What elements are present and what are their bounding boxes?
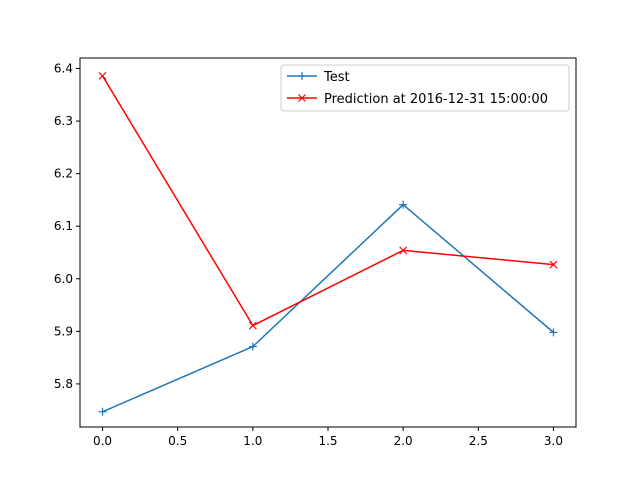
axes-layer: 0.0 0.5 1.0 1.5 2.0 2.5 3.0 5.8 5.9 6.0 6.1 6.2 6.3 6…: [54, 57, 577, 448]
marker-x-b: [549, 260, 558, 269]
legend-marker-x-b: [298, 94, 306, 102]
data-point-1-3: [549, 260, 558, 269]
x-tick-label: 0.5: [168, 434, 187, 448]
y-tick-label: 6.4: [54, 62, 73, 76]
y-tick-label: 6.3: [54, 114, 73, 128]
y-tick-label: 6.1: [54, 219, 73, 233]
legend: Test Prediction at 2016-12-31 15:00:00: [280, 64, 570, 112]
data-point-0-1: [248, 342, 257, 351]
marker-x-b: [248, 321, 257, 330]
x-tick-label: 0.0: [93, 434, 112, 448]
legend-label-1: Prediction at 2016-12-31 15:00:00: [324, 92, 548, 107]
y-tick-label: 6.2: [54, 167, 73, 181]
marker-x-b: [98, 71, 107, 80]
data-point-1-1: [248, 321, 257, 330]
legend-box: [280, 64, 570, 112]
data-point-0-3: [549, 328, 558, 337]
data-point-1-0: [98, 71, 107, 80]
series-line-0: [102, 203, 554, 413]
legend-label-0: Test: [323, 70, 350, 85]
x-tick-label: 2.5: [469, 434, 488, 448]
data-point-1-2: [399, 246, 408, 255]
x-tick-label: 3.0: [544, 434, 563, 448]
x-tick-label: 2.0: [394, 434, 413, 448]
y-tick-label: 6.0: [54, 272, 73, 286]
data-point-0-0: [98, 407, 107, 416]
plot-layer: [98, 71, 558, 416]
y-tick-label: 5.9: [54, 324, 73, 338]
data-point-0-2: [399, 200, 408, 209]
series-line-1: [101, 75, 554, 327]
x-tick-label: 1.5: [318, 434, 337, 448]
x-tick-label: 1.0: [243, 434, 262, 448]
y-tick-label: 5.8: [54, 377, 73, 391]
marker-x-b: [399, 246, 408, 255]
plot-frame: [79, 57, 577, 428]
